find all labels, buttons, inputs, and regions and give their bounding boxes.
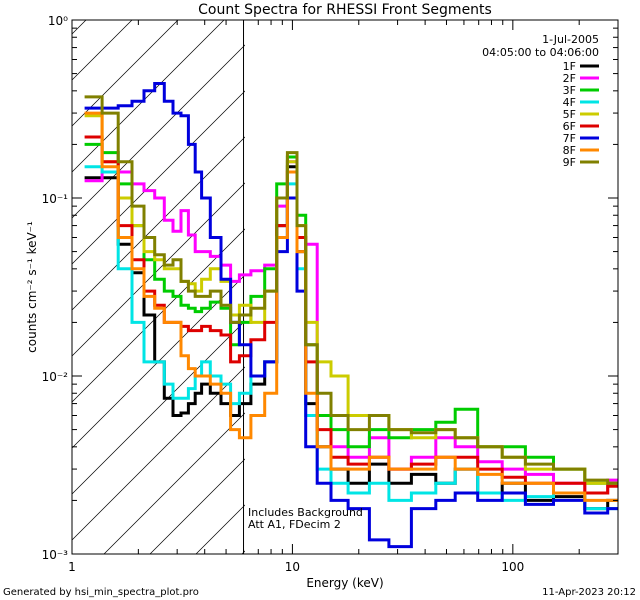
hatch-line [72,228,245,403]
hatch-line [72,20,225,173]
legend-label-3F: 3F [563,84,576,97]
y-axis: 10⁰ 10⁻¹ 10⁻² 10⁻³ [42,14,618,562]
legend-label-9F: 9F [563,156,576,169]
hatch-line [72,20,179,127]
x-axis: 1 10 100 [68,20,619,574]
hatch-line [103,412,245,554]
y-tick-label: 10⁻¹ [42,192,69,206]
series-lines [84,82,618,549]
series-8F [84,111,618,502]
hatch-line [72,136,245,311]
annotation-background: Includes Background [248,506,363,519]
x-axis-label: Energy (keV) [306,576,383,590]
x-tick-label: 10 [285,560,300,574]
y-axis-label: counts cm⁻² s⁻¹ keV⁻¹ [25,221,39,353]
plot-frame [71,19,619,555]
annotation-attenuator: Att A1, FDecim 2 [248,518,341,531]
series-9F [84,95,618,485]
legend: 1-Jul-2005 04:05:00 to 04:06:00 1F2F3F4F… [482,33,599,169]
footer-timestamp: 11-Apr-2023 20:12 [542,587,636,598]
series-2F [84,160,618,495]
footer-generated-by: Generated by hsi_min_spectra_plot.pro [3,587,199,598]
legend-label-5F: 5F [563,108,576,121]
legend-label-8F: 8F [563,144,576,157]
y-tick-label: 10⁻² [42,370,69,384]
y-tick-label: 10⁰ [48,14,68,28]
x-tick-label: 1 [68,560,76,574]
legend-label-6F: 6F [563,120,576,133]
hatch-line [72,44,245,219]
series-3F [84,142,618,485]
hatch-line [72,366,245,541]
y-tick-label: 10⁻³ [42,548,69,562]
legend-label-7F: 7F [563,132,576,145]
legend-time-range: 04:05:00 to 04:06:00 [482,46,599,59]
legend-label-2F: 2F [563,72,576,85]
legend-label-4F: 4F [563,96,576,109]
legend-label-1F: 1F [563,60,576,73]
x-tick-label: 100 [501,560,524,574]
chart-title: Count Spectra for RHESSI Front Segments [198,2,492,18]
hatch-line [72,320,245,495]
legend-date: 1-Jul-2005 [542,33,599,46]
